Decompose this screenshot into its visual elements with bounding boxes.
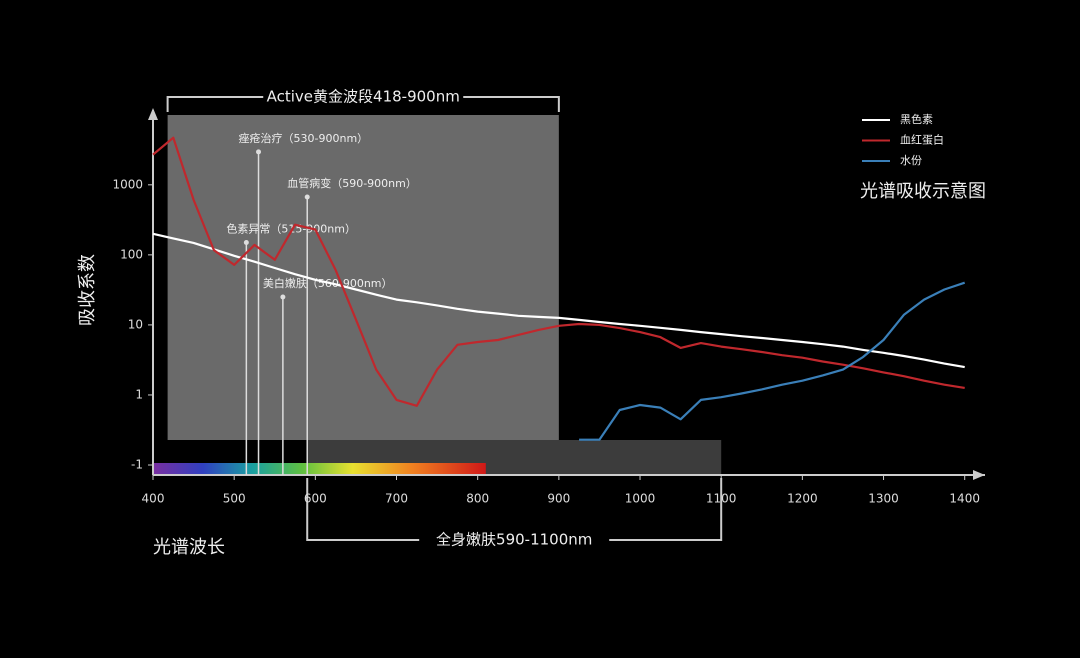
x-tick-label: 400 (142, 492, 165, 506)
x-tick-label: 600 (304, 492, 327, 506)
annotation-dot (243, 240, 249, 246)
x-tick-label: 1400 (949, 492, 980, 506)
x-tick-label: 1100 (706, 492, 737, 506)
x-tick-label: 800 (466, 492, 489, 506)
spectrum-bar (153, 463, 486, 475)
bracket-label-bg (419, 530, 610, 550)
annotation-label: 血管病变（590-900nm） (287, 176, 417, 190)
annotation-dot (304, 194, 310, 200)
x-tick-label: 500 (223, 492, 246, 506)
x-tick-label: 900 (547, 492, 570, 506)
y-tick-label: -1 (131, 458, 143, 472)
y-arrow (148, 108, 158, 120)
legend-label: 血红蛋白 (900, 133, 944, 147)
region-label: Active黄金波段418-900nm (267, 88, 460, 106)
x-axis-label: 光谱波长 (153, 537, 225, 558)
x-tick-label: 1200 (787, 492, 818, 506)
y-tick-label: 1000 (112, 177, 143, 191)
y-tick-label: 100 (120, 247, 143, 261)
annotation-dot (280, 294, 286, 300)
y-axis-label: 吸收系数 (77, 254, 98, 326)
y-tick-label: 1 (135, 387, 143, 401)
series-line (152, 136, 965, 407)
annotation-dot (256, 149, 262, 155)
x-tick-label: 1000 (625, 492, 656, 506)
annotation-label: 痤疮治疗（530-900nm） (239, 131, 369, 145)
legend-label: 黑色素 (900, 112, 933, 126)
legend-label: 水份 (900, 154, 922, 167)
series-line (152, 232, 965, 369)
chart-title: 光谱吸收示意图 (860, 181, 986, 202)
y-tick-label: 10 (128, 317, 143, 331)
series-line (579, 281, 966, 441)
x-tick-label: 1300 (868, 492, 899, 506)
x-arrow (973, 470, 985, 480)
region (167, 115, 559, 440)
x-tick-label: 700 (385, 492, 408, 506)
region-label: 全身嫩肤590-1100nm (436, 531, 592, 549)
bracket-label-bg (263, 87, 464, 107)
